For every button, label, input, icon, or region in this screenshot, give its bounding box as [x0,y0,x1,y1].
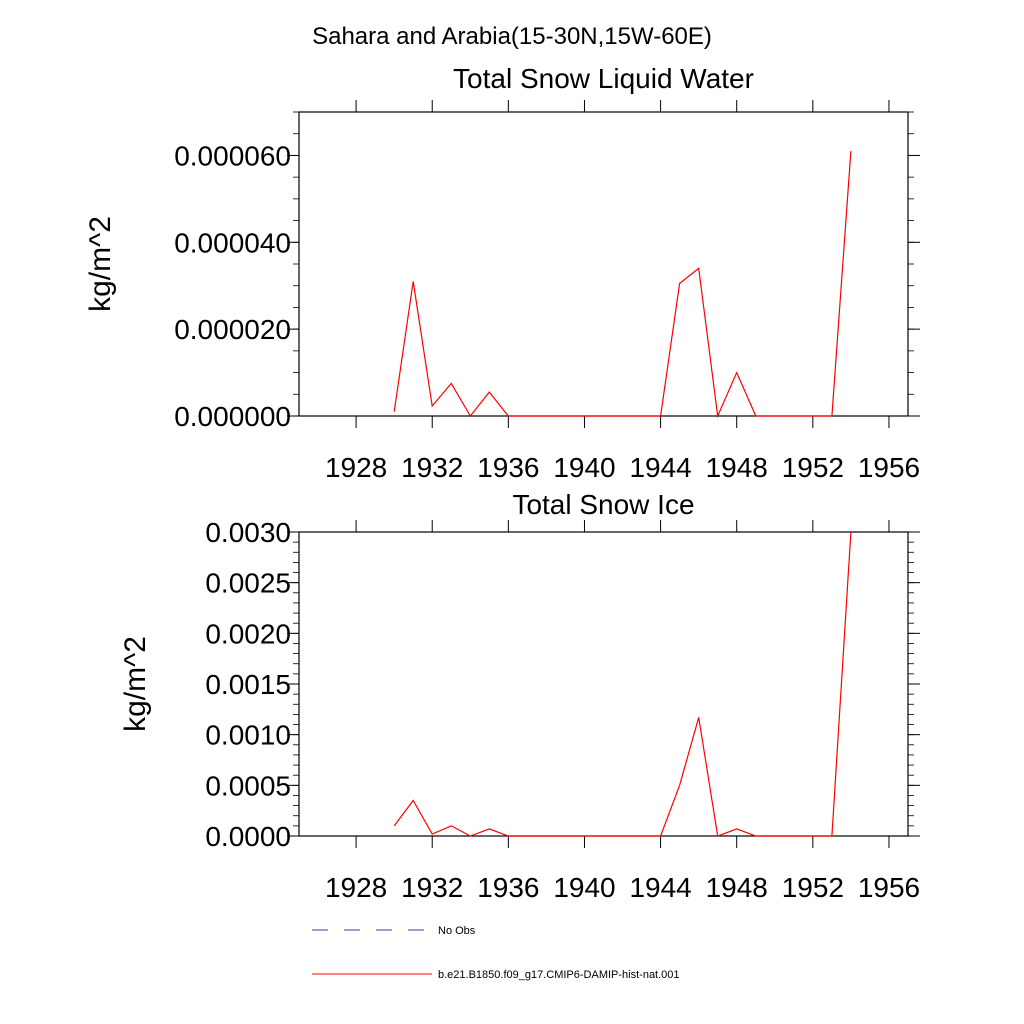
x-tick-label: 1948 [706,452,768,483]
x-tick-label: 1952 [782,452,844,483]
data-point [470,415,471,416]
chart-title: Total Snow Ice [512,489,694,520]
data-point [584,835,585,836]
data-point [717,835,718,836]
data-point [736,372,737,373]
legend-label-model-run: b.e21.B1850.f09_g17.CMIP6-DAMIP-hist-nat… [438,969,680,981]
data-point [812,835,813,836]
data-point [546,415,547,416]
x-tick-label: 1940 [553,872,615,903]
data-point [736,828,737,829]
x-tick-label: 1944 [629,452,691,483]
y-tick-label: 0.0000 [205,821,291,852]
y-tick-label: 0.0020 [205,618,291,649]
data-point [527,415,528,416]
legend: No Obs b.e21.B1850.f09_g17.CMIP6-DAMIP-h… [312,925,680,981]
y-tick-label: 0.000040 [174,227,291,258]
data-point [660,415,661,416]
data-point [698,717,699,718]
x-tick-label: 1956 [858,452,920,483]
data-point [774,415,775,416]
series-line [393,151,852,419]
x-tick-label: 1944 [629,872,691,903]
y-axis-label: kg/m^2 [84,216,117,312]
x-tick-label: 1952 [782,872,844,903]
y-tick-label: 0.0030 [205,517,291,548]
data-point [546,835,547,836]
y-tick-label: 0.000000 [174,401,291,432]
chart-panel-snow-liquid-water: Total Snow Liquid Water 1928 1932 1936 1940 1… [84,63,920,483]
data-point [755,835,756,836]
y-tick-label: 0.000020 [174,314,291,345]
data-point [774,835,775,836]
plot-frame [298,531,909,837]
data-point [527,835,528,836]
data-point [831,415,832,416]
data-point [679,283,680,284]
x-tick-label: 1948 [706,872,768,903]
x-tick-label: 1956 [858,872,920,903]
data-point [641,415,642,416]
y-axis-label: kg/m^2 [119,636,152,732]
x-tick-label: 1940 [553,452,615,483]
data-point [584,415,585,416]
data-point [394,825,395,826]
x-tick-label: 1936 [477,872,539,903]
y-tick-label: 0.000060 [174,140,291,171]
data-point [641,835,642,836]
data-point [508,835,509,836]
data-point [717,415,718,416]
data-point [622,415,623,416]
data-point [432,833,433,834]
x-tick-label: 1928 [325,872,387,903]
data-point [470,835,471,836]
data-point [565,415,566,416]
data-point [831,835,832,836]
data-point [603,415,604,416]
data-point [793,835,794,836]
data-point [489,828,490,829]
plot-frame [298,111,909,417]
data-point [451,383,452,384]
data-point [850,150,851,151]
chart-title: Total Snow Liquid Water [453,63,754,94]
y-tick-label: 0.0025 [205,568,291,599]
data-point [850,531,851,532]
data-point [793,415,794,416]
data-point [413,281,414,282]
data-point [622,835,623,836]
y-tick-label: 0.0010 [205,720,291,751]
x-tick-label: 1928 [325,452,387,483]
data-point [698,268,699,269]
data-point [603,835,604,836]
data-point [565,835,566,836]
region-title: Sahara and Arabia(15-30N,15W-60E) [312,23,712,50]
data-point [432,405,433,406]
x-tick-label: 1932 [401,872,463,903]
data-point [451,825,452,826]
data-point [812,415,813,416]
data-point [489,392,490,393]
series-line [393,531,852,837]
x-tick-label: 1932 [401,452,463,483]
chart-panel-snow-ice: Total Snow Ice 1928 1932 1936 1940 1944 1948 19… [119,489,920,903]
data-point [413,800,414,801]
data-point [679,785,680,786]
x-tick-label: 1936 [477,452,539,483]
data-point [394,411,395,412]
data-point [755,415,756,416]
legend-label-no-obs: No Obs [438,925,476,937]
y-tick-label: 0.0005 [205,770,291,801]
data-point [508,415,509,416]
y-tick-label: 0.0015 [205,669,291,700]
data-point [660,835,661,836]
